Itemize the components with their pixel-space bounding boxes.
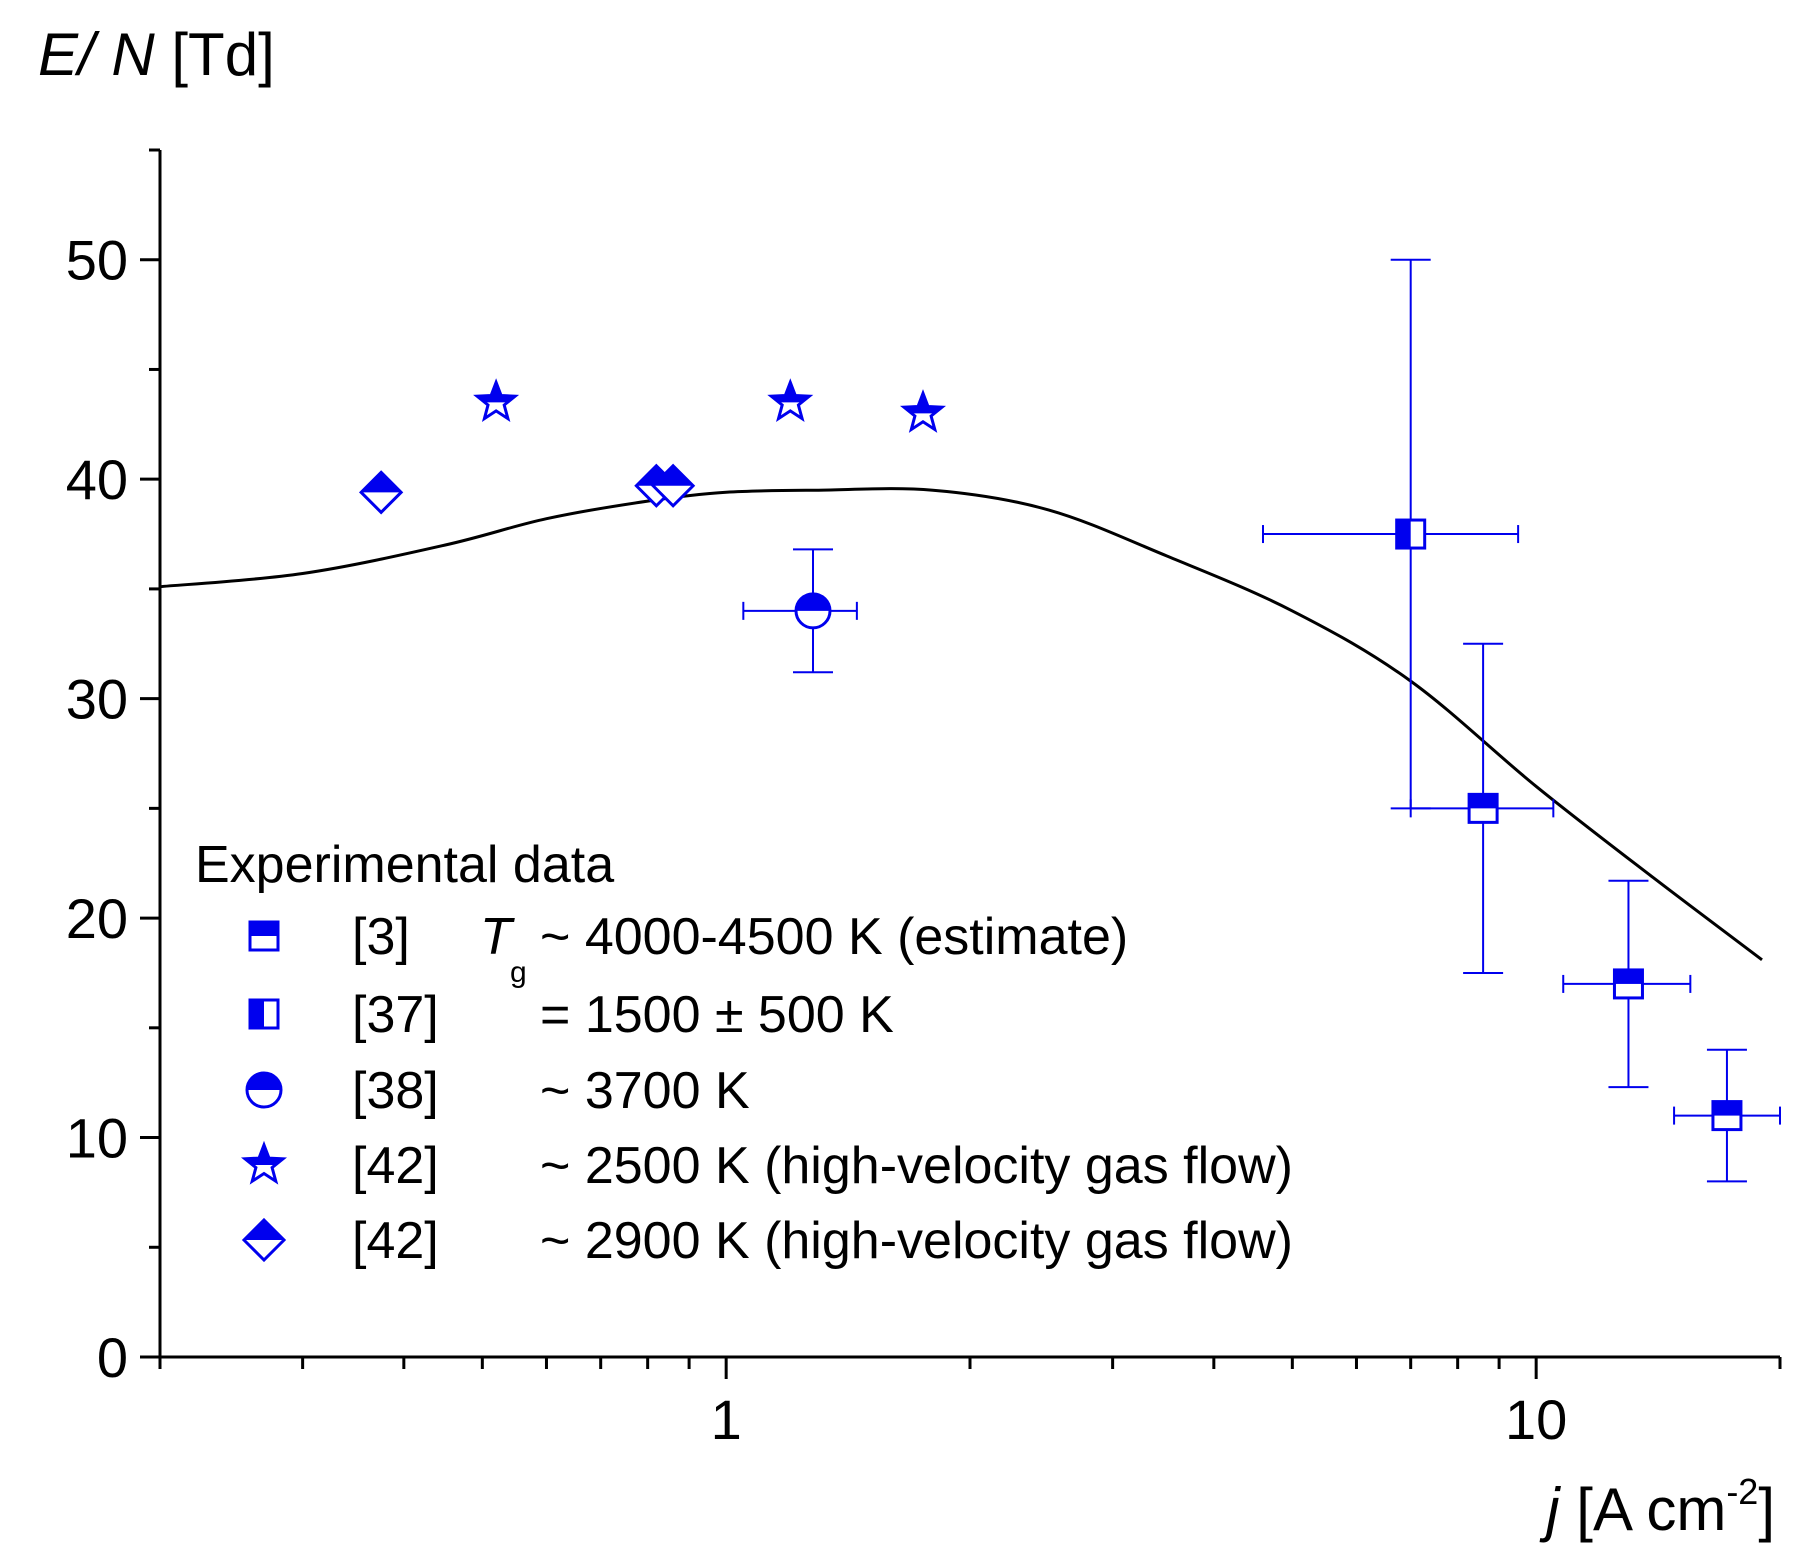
legend-entry: [42] ~ 2900 K (high-velocity gas flow) — [241, 1212, 1293, 1270]
legend-ref: [42] — [352, 1137, 439, 1195]
legend-entries: [3] Tg ~ 4000-4500 K (estimate) [37] = 1500 … — [240, 908, 1293, 1270]
series-4 — [359, 463, 696, 515]
legend-ref: [42] — [352, 1212, 439, 1270]
data-point — [767, 378, 814, 423]
marker-fill — [653, 465, 694, 486]
marker-fill — [245, 1145, 283, 1165]
legend-entry: [42] ~ 2500 K (high-velocity gas flow) — [240, 1137, 1293, 1195]
marker-fill — [1469, 794, 1498, 809]
data-point — [899, 389, 947, 433]
legend-text: = 1500 ± 500 K — [540, 986, 894, 1044]
y-tick-label: 30 — [66, 668, 128, 731]
data-point — [1261, 258, 1520, 810]
legend-tg-symbol: T — [480, 908, 515, 966]
series-3 — [473, 378, 947, 433]
data-point — [742, 548, 858, 674]
legend-title: Experimental data — [195, 836, 614, 894]
series-1 — [1261, 258, 1520, 810]
x-axis-title: j [A cm-2] — [1539, 1471, 1775, 1543]
marker-fill — [1712, 1101, 1741, 1116]
marker-fill — [247, 1073, 281, 1090]
marker-fill — [1614, 969, 1643, 984]
y-tick-label: 10 — [66, 1107, 128, 1170]
axes: 0 10 20 30 40 50 1 10 — [66, 148, 1782, 1451]
series-2 — [742, 548, 858, 674]
y-axis-title-unit: [Td] — [155, 21, 275, 88]
data-point — [650, 463, 696, 508]
x-axis-title-close: ] — [1758, 1476, 1775, 1543]
y-tick-label: 40 — [66, 448, 128, 511]
legend-text: ~ 2500 K (high-velocity gas flow) — [540, 1137, 1293, 1195]
y-tick-label: 20 — [66, 887, 128, 950]
marker-fill — [904, 393, 942, 414]
legend-tg-subscript: g — [510, 956, 527, 989]
data-point — [1409, 642, 1555, 974]
marker-fill — [771, 382, 810, 403]
legend-text: ~ 2900 K (high-velocity gas flow) — [540, 1212, 1293, 1270]
x-tick-label: 10 — [1505, 1388, 1567, 1451]
marker-fill — [796, 593, 831, 611]
data-point — [473, 378, 520, 423]
legend-entry: [38] ~ 3700 K — [245, 1062, 750, 1120]
x-tick-label: 1 — [711, 1388, 742, 1451]
data-point — [359, 470, 404, 515]
marker-fill — [244, 1220, 284, 1240]
points-layer — [359, 258, 1781, 1183]
marker-fill — [250, 1000, 264, 1028]
legend-ref: [38] — [352, 1062, 439, 1120]
legend-text: ~ 3700 K — [540, 1062, 750, 1120]
x-axis-title-symbol: j — [1539, 1476, 1561, 1543]
marker-fill — [477, 382, 516, 403]
y-axis-title: E/ N [Td] — [38, 21, 275, 88]
x-axis-title-unit: [A cm — [1560, 1476, 1727, 1543]
y-tick-label: 50 — [66, 229, 128, 292]
x-axis-title-superscript: -2 — [1726, 1471, 1758, 1512]
marker-fill — [1396, 520, 1411, 549]
series-0 — [1409, 642, 1781, 1183]
legend-ref: [37] — [352, 986, 439, 1044]
legend-entry: [3] Tg ~ 4000-4500 K (estimate) — [248, 908, 1128, 989]
data-point — [1673, 1048, 1781, 1183]
data-point — [1562, 879, 1692, 1089]
marker-fill — [250, 922, 278, 936]
model-curve — [159, 487, 1763, 961]
marker-fill — [361, 472, 402, 493]
legend-entry: [37] = 1500 ± 500 K — [248, 986, 894, 1044]
y-tick-label: 0 — [97, 1326, 128, 1389]
y-axis-title-symbol: E/ N — [38, 21, 155, 88]
legend: Experimental data [3] Tg ~ 4000-4500 K (es… — [195, 836, 1293, 1270]
legend-text: ~ 4000-4500 K (estimate) — [540, 908, 1128, 966]
legend-ref: [3] — [352, 908, 410, 966]
curve-layer — [159, 487, 1763, 961]
